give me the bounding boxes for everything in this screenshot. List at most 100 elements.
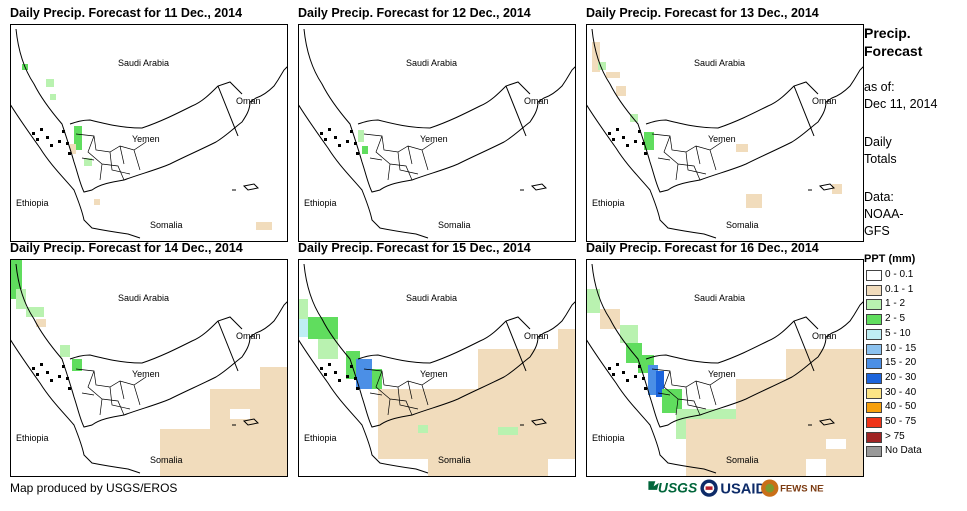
map-label-ethiopia: Ethiopia xyxy=(16,433,49,443)
map-label-ethiopia: Ethiopia xyxy=(304,198,337,208)
fews-net-logo: FEWS NET xyxy=(761,479,824,497)
african-coastline xyxy=(298,103,429,239)
map-frame xyxy=(298,24,576,242)
red-sea-islands xyxy=(622,136,625,139)
red-sea-islands xyxy=(68,152,71,155)
border-lines xyxy=(645,81,819,137)
map-label-somalia: Somalia xyxy=(438,220,471,230)
map-label-yemen: Yemen xyxy=(708,369,736,379)
coastline xyxy=(15,28,288,193)
map-label-oman: Oman xyxy=(236,96,261,106)
legend-label: No Data xyxy=(885,445,922,457)
red-sea-islands xyxy=(46,136,49,139)
precip-cell xyxy=(70,144,76,154)
forecast-panel-16-dec: Daily Precip. Forecast for 16 Dec., 2014… xyxy=(586,241,864,477)
precip-cell xyxy=(230,409,250,419)
precip-map: Saudi Arabia Oman Yemen Ethiopia Somalia xyxy=(586,24,864,242)
panel-title: Daily Precip. Forecast for 15 Dec., 2014 xyxy=(298,241,531,255)
red-sea-islands xyxy=(350,365,353,368)
precip-cell xyxy=(826,439,846,449)
usaid-text: USAID xyxy=(720,481,766,497)
red-sea-islands xyxy=(328,363,331,366)
map-canvas: Saudi Arabia Oman Yemen Ethiopia Somalia xyxy=(298,259,576,477)
african-coastline xyxy=(586,338,717,474)
map-label-yemen: Yemen xyxy=(420,134,448,144)
red-sea-islands xyxy=(644,387,647,390)
legend-swatch xyxy=(866,387,882,399)
red-sea-islands xyxy=(616,128,619,131)
socotra-island xyxy=(520,418,548,426)
red-sea-islands xyxy=(62,365,65,368)
map-label-saudi: Saudi Arabia xyxy=(406,58,457,68)
sidebar-title-line2: Forecast xyxy=(864,43,923,59)
red-sea-islands xyxy=(622,371,625,374)
red-sea-islands xyxy=(66,142,69,145)
red-sea-islands xyxy=(328,128,331,131)
map-frame xyxy=(298,259,576,477)
map-label-yemen: Yemen xyxy=(132,134,160,144)
precip-cell xyxy=(648,365,658,395)
map-label-oman: Oman xyxy=(812,96,837,106)
african-coastline xyxy=(10,103,141,239)
legend-swatch xyxy=(866,314,882,326)
legend-swatch xyxy=(866,446,882,458)
map-label-saudi: Saudi Arabia xyxy=(118,58,169,68)
legend-label: 15 - 20 xyxy=(885,357,917,369)
precip-cell xyxy=(358,130,364,142)
legend-swatch xyxy=(866,328,882,340)
governorate-boundaries xyxy=(651,368,723,416)
red-sea-islands xyxy=(50,144,53,147)
red-sea-islands xyxy=(642,377,645,380)
map-label-oman: Oman xyxy=(524,331,549,341)
as-of-block: as of: Dec 11, 2014 xyxy=(864,79,937,113)
precip-cell xyxy=(94,199,100,205)
precip-cell xyxy=(428,439,548,477)
map-frame xyxy=(586,259,864,477)
map-label-oman: Oman xyxy=(812,331,837,341)
map-frame xyxy=(10,24,288,242)
legend-label: 30 - 40 xyxy=(885,386,917,398)
map-canvas: Saudi Arabia Oman Yemen Ethiopia Somalia xyxy=(586,259,864,477)
red-sea-islands xyxy=(642,142,645,145)
red-sea-islands xyxy=(68,387,71,390)
precip-cell xyxy=(356,359,372,389)
coastline xyxy=(303,28,576,193)
red-sea-islands xyxy=(40,363,43,366)
precip-cell xyxy=(318,339,338,359)
usaid-logo: USAID xyxy=(700,479,766,497)
legend-label: 50 - 75 xyxy=(885,416,917,427)
map-label-yemen: Yemen xyxy=(420,369,448,379)
legend-swatch xyxy=(866,358,882,370)
totals-label: Totals xyxy=(864,152,897,166)
precip-cell xyxy=(362,146,368,154)
as-of-label: as of: xyxy=(864,80,895,94)
precip-cell xyxy=(832,184,842,194)
legend-label: 2 - 5 xyxy=(885,313,906,325)
precip-cell xyxy=(630,114,638,122)
legend-swatch xyxy=(866,372,882,384)
forecast-panel-12-dec: Daily Precip. Forecast for 12 Dec., 2014… xyxy=(298,6,576,242)
panel-title: Daily Precip. Forecast for 14 Dec., 2014 xyxy=(10,241,243,255)
usgs-logo: USGS xyxy=(648,479,698,495)
precip-cell xyxy=(36,319,46,327)
map-label-oman: Oman xyxy=(524,96,549,106)
red-sea-islands xyxy=(608,367,611,370)
precip-map: Saudi Arabia Oman Yemen Ethiopia Somalia xyxy=(298,259,576,477)
red-sea-islands xyxy=(608,132,611,135)
map-label-saudi: Saudi Arabia xyxy=(694,58,745,68)
legend-label: 40 - 50 xyxy=(885,401,917,413)
legend-label: 1 - 2 xyxy=(885,298,906,310)
red-sea-islands xyxy=(350,130,353,133)
precip-cell xyxy=(72,359,82,371)
red-sea-islands xyxy=(612,138,615,141)
precip-cell xyxy=(16,289,26,309)
precip-map: Saudi Arabia Oman Yemen Ethiopia Somalia xyxy=(586,259,864,477)
precip-map: Saudi Arabia Oman Yemen Ethiopia Somalia xyxy=(10,24,288,242)
governorate-boundaries xyxy=(651,133,723,181)
socotra-island xyxy=(808,418,836,426)
red-sea-islands xyxy=(612,373,615,376)
border-lines xyxy=(69,81,243,137)
red-sea-islands xyxy=(62,130,65,133)
precip-cell xyxy=(746,194,762,208)
legend-swatch xyxy=(866,417,882,428)
